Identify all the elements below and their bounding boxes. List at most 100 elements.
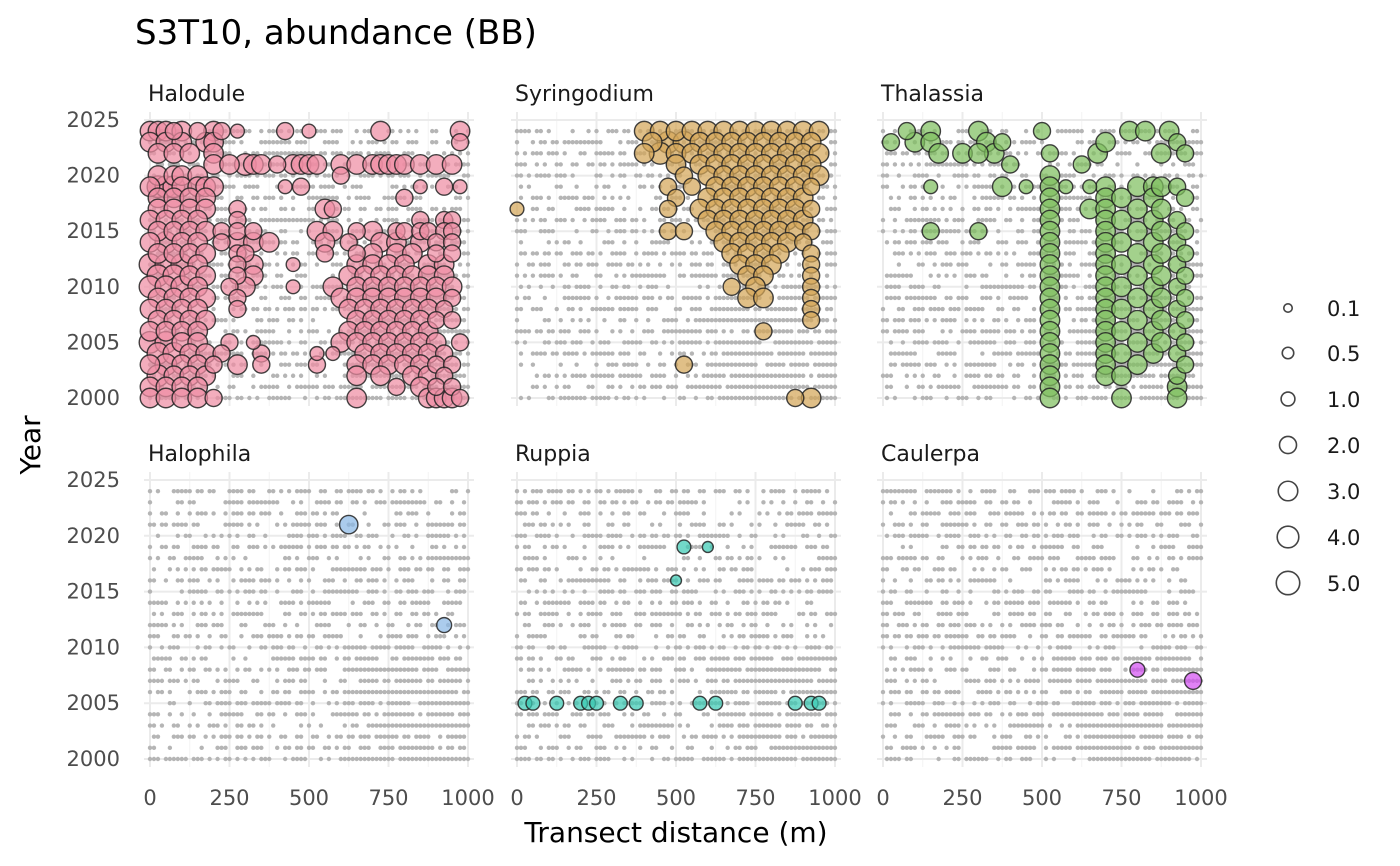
sampling-dot (278, 140, 284, 145)
sampling-dot (828, 229, 834, 234)
sampling-dot (1198, 151, 1204, 156)
sampling-dot (1075, 273, 1080, 278)
sampling-dot (514, 340, 520, 345)
sampling-dot (322, 678, 328, 684)
sampling-dot (932, 373, 937, 378)
sampling-dot (582, 217, 587, 223)
data-point (179, 142, 201, 164)
sampling-dot (566, 395, 571, 401)
sampling-dot (705, 362, 710, 367)
sampling-dot (968, 362, 973, 367)
sampling-dot (888, 195, 894, 201)
sampling-dot (445, 329, 451, 334)
sampling-dot (920, 240, 925, 245)
sampling-dot (461, 634, 467, 639)
sampling-dot (972, 317, 977, 323)
sampling-dot (884, 240, 890, 245)
sampling-dot (582, 329, 587, 334)
sampling-dot (1194, 273, 1200, 278)
sampling-dot (808, 373, 814, 378)
sampling-dot (626, 284, 631, 289)
sampling-dot (960, 206, 965, 212)
sampling-dot (330, 128, 336, 134)
sampling-dot (785, 340, 790, 345)
sampling-dot (243, 756, 248, 762)
sampling-dot (932, 317, 937, 323)
sampling-dot (203, 622, 208, 628)
sampling-dot (167, 712, 173, 717)
sampling-dot (159, 645, 165, 650)
sampling-dot (223, 678, 228, 684)
sampling-dot (920, 395, 925, 401)
sampling-dot (1067, 384, 1073, 390)
sampling-dot (402, 645, 407, 650)
sampling-dot (562, 340, 567, 345)
sampling-dot (697, 240, 703, 245)
sampling-dot (618, 295, 623, 301)
sampling-dot (278, 701, 284, 706)
sampling-dot (314, 306, 320, 312)
sampling-dot (1015, 351, 1021, 356)
sampling-dot (908, 184, 914, 189)
sampling-dot (1147, 395, 1152, 401)
sampling-dot (900, 317, 906, 323)
sampling-dot (808, 351, 814, 356)
sampling-dot (904, 240, 910, 245)
sampling-dot (219, 622, 224, 628)
sampling-dot (1186, 373, 1192, 378)
sampling-dot (964, 329, 969, 334)
sampling-dot (729, 317, 734, 323)
sampling-dot (366, 756, 371, 762)
sampling-dot (550, 329, 555, 334)
sampling-dot (1190, 384, 1196, 390)
sampling-dot (1091, 351, 1096, 356)
panel-syringodium: Syringodium (509, 82, 841, 409)
sampling-dot (622, 151, 627, 156)
sampling-dot (259, 329, 264, 334)
sampling-dot (996, 295, 1001, 301)
sampling-dot (626, 128, 631, 134)
sampling-dot (1015, 229, 1021, 234)
sampling-dot (362, 195, 367, 201)
sampling-dot (370, 701, 375, 706)
sampling-dot (554, 384, 559, 390)
sampling-dot (606, 240, 611, 245)
sampling-dot (1170, 273, 1176, 278)
sampling-dot (824, 329, 830, 334)
sampling-dot (645, 173, 651, 178)
sampling-dot (936, 340, 941, 345)
sampling-dot (271, 634, 276, 639)
sampling-dot (215, 667, 220, 672)
sampling-dot (350, 184, 355, 189)
sampling-dot (948, 162, 953, 167)
sampling-dot (642, 273, 647, 278)
sampling-dot (630, 262, 635, 267)
sampling-dot (386, 712, 391, 717)
sampling-dot (394, 678, 399, 684)
sampling-dot (235, 756, 240, 762)
data-point (801, 177, 821, 196)
sampling-dot (769, 373, 774, 378)
sampling-dot (614, 217, 619, 223)
sampling-dot (394, 140, 399, 145)
sampling-dot (318, 622, 324, 628)
sampling-dot (638, 184, 643, 189)
sampling-dot (1008, 295, 1013, 301)
sampling-dot (449, 206, 455, 212)
sampling-dot (449, 611, 455, 617)
sampling-dot (1063, 128, 1069, 134)
sampling-dot (904, 273, 910, 278)
sampling-dot (461, 317, 467, 323)
sampling-dot (278, 656, 284, 661)
sampling-dot (677, 262, 683, 267)
sampling-dot (314, 622, 320, 628)
sampling-dot (159, 622, 165, 628)
sampling-dot (816, 217, 822, 223)
sampling-dot (713, 351, 718, 356)
sampling-dot (634, 273, 639, 278)
sampling-dot (693, 373, 699, 378)
sampling-dot (928, 195, 933, 201)
sampling-dot (342, 384, 347, 390)
sampling-dot (944, 384, 949, 390)
sampling-dot (275, 745, 280, 751)
